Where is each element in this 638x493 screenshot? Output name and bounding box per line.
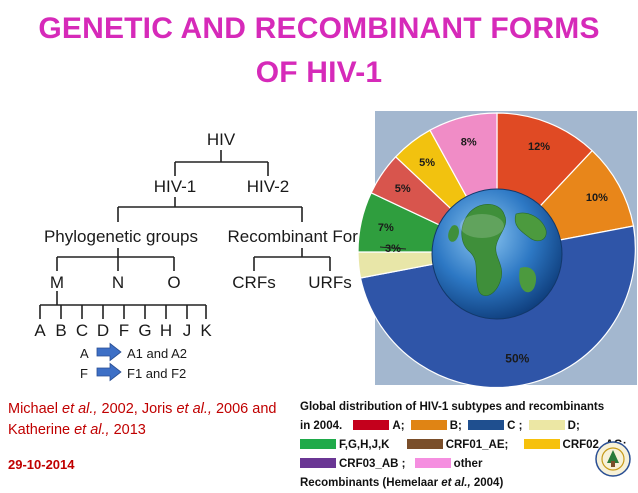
legend-footer: Recombinants (Hemelaar [300, 477, 439, 489]
legend-label-other: other [453, 458, 483, 470]
globe-icon [431, 188, 563, 320]
citation-etal-3: et al., [74, 422, 110, 438]
subtype-g: G [138, 321, 151, 340]
subtype-a: A [34, 321, 46, 340]
legend-swatch-c [468, 420, 505, 430]
citation-year-3: 2013 [113, 422, 146, 438]
legend-swatch-a [353, 420, 390, 430]
citation-etal-1: et al., [62, 401, 98, 417]
slide-title-line-1: GENETIC AND RECOMBINANT FORMS [38, 12, 600, 45]
subtype-f: F [119, 321, 129, 340]
pie-slice-label: 5% [395, 183, 411, 195]
subtype-d: D [97, 321, 109, 340]
pie-slice-label: 7% [378, 222, 394, 234]
legend-swatch-b [410, 420, 447, 430]
pie-slice-label: 8% [461, 137, 477, 149]
hiv-classification-tree: HIV HIV-1 HIV-2 Phylogenetic groups Reco… [34, 111, 637, 389]
legend-label-fghjk: F,G,H,J,K [339, 439, 390, 451]
right-arrow-icon [96, 362, 122, 382]
subtype-k: K [200, 321, 212, 340]
subsubtype-a1-a2: A1 and A2 [127, 346, 187, 361]
slide-date: 29-10-2014 [8, 457, 75, 472]
legend-heading: Global distribution of HIV-1 subtypes an… [300, 401, 605, 413]
legend-footer-year: 2004) [473, 477, 504, 489]
subsubtype-f1-f2: F1 and F2 [127, 366, 186, 381]
citation-year-2: 2006 and [215, 401, 277, 417]
legend-swatch-d [528, 420, 565, 430]
citation-etal-2: et al., [176, 401, 212, 417]
node-crfs: CRFs [232, 273, 275, 292]
citation: Michael et al., 2002, Joris et al., 2006… [8, 399, 288, 441]
pie-legend: Global distribution of HIV-1 subtypes an… [300, 398, 626, 493]
legend-swatch-other [414, 458, 451, 468]
pie-slice-label: 50% [505, 352, 529, 366]
node-group-m: M [50, 273, 64, 292]
legend-footer-etal: et al., [441, 477, 471, 489]
node-hiv: HIV [207, 130, 236, 149]
node-group-n: N [112, 273, 124, 292]
university-seal-logo [595, 441, 631, 477]
right-arrow-icon [96, 342, 122, 362]
node-phylogenetic-groups: Phylogenetic groups [44, 227, 198, 246]
citation-year-1: 2002, Joris [101, 401, 173, 417]
pie-slice-label: 12% [528, 141, 550, 153]
legend-label-b: B; [449, 420, 462, 432]
subtype-b: B [55, 321, 66, 340]
legend-swatch-fghjk [300, 439, 336, 449]
citation-author-3: Katherine [8, 422, 71, 438]
legend-swatch-crf02 [523, 439, 560, 449]
subsubtype-from-a: A [80, 346, 89, 361]
legend-swatch-crf03 [300, 458, 336, 468]
legend-label-d: D; [567, 420, 580, 432]
pie-slice-label: 5% [419, 157, 435, 169]
slide-title-line-2: OF HIV-1 [255, 56, 383, 89]
subtype-h: H [160, 321, 172, 340]
node-recombinant-forms: Recombinant Forms [227, 227, 380, 246]
legend-swatch-crf01 [406, 439, 443, 449]
citation-author-1: Michael [8, 401, 58, 417]
pie-slice-label: 3% [385, 243, 401, 255]
legend-label-c: C ; [507, 420, 523, 432]
node-hiv-2: HIV-2 [247, 177, 290, 196]
legend-year: in 2004. [300, 420, 343, 432]
node-group-o: O [167, 273, 180, 292]
legend-label-crf01: CRF01_AE; [445, 439, 509, 451]
subsubtype-from-f: F [80, 366, 88, 381]
legend-label-crf03: CRF03_AB ; [339, 458, 406, 470]
legend-label-a: A; [392, 420, 405, 432]
subtype-c: C [76, 321, 88, 340]
pie-slice-label: 10% [586, 192, 608, 204]
node-hiv-1: HIV-1 [154, 177, 197, 196]
node-urfs: URFs [308, 273, 351, 292]
subtype-j: J [183, 321, 192, 340]
